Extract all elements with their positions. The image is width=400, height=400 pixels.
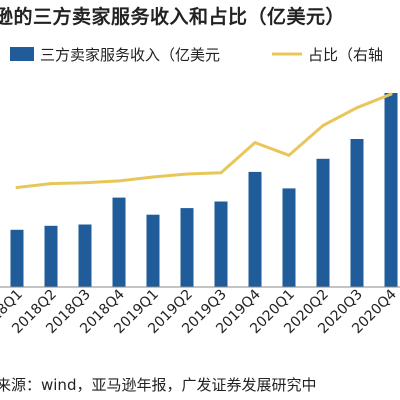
bar-2019Q1 bbox=[146, 214, 160, 287]
bar-2018Q3 bbox=[78, 224, 92, 287]
ratio-line-group bbox=[15, 92, 393, 189]
bars-group bbox=[10, 93, 398, 287]
ratio-point-2018Q4 bbox=[117, 179, 121, 183]
ratio-point-2019Q4 bbox=[253, 141, 257, 145]
ratio-line bbox=[16, 92, 392, 189]
legend-swatch-revenue bbox=[10, 47, 34, 61]
legend-label-ratio: 占比（右轴 bbox=[308, 46, 383, 64]
ratio-point-2018Q3 bbox=[83, 181, 87, 185]
bar-2020Q2 bbox=[316, 158, 330, 287]
bar-2020Q3 bbox=[350, 139, 364, 287]
ratio-point-2018Q1 bbox=[15, 186, 19, 189]
bar-2019Q3 bbox=[214, 201, 228, 287]
bar-2020Q4 bbox=[384, 93, 398, 287]
bar-2019Q4 bbox=[248, 171, 262, 287]
ratio-point-2020Q1 bbox=[287, 153, 291, 157]
bar-2018Q4 bbox=[112, 197, 126, 287]
legend: 三方卖家服务收入（亿美元 占比（右轴 bbox=[10, 46, 383, 64]
ratio-point-2020Q4 bbox=[389, 92, 393, 96]
bar-2020Q1 bbox=[282, 188, 296, 287]
bar-2018Q2 bbox=[44, 225, 58, 287]
ratio-point-2019Q3 bbox=[219, 171, 223, 175]
legend-label-revenue: 三方卖家服务收入（亿美元 bbox=[40, 46, 220, 64]
bar-2018Q1 bbox=[10, 229, 24, 287]
ratio-point-2019Q1 bbox=[151, 175, 155, 179]
bar-2019Q2 bbox=[180, 208, 194, 287]
source-note: 来源：wind，亚马逊年报，广发证券发展研究中 bbox=[0, 376, 317, 394]
ratio-point-2020Q2 bbox=[321, 124, 325, 127]
x-tick-labels: 2018Q12018Q22018Q32018Q42019Q12019Q22019… bbox=[0, 286, 400, 337]
ratio-point-2018Q2 bbox=[49, 182, 53, 186]
chart-title: 逊的三方卖家服务收入和占比（亿美元） bbox=[0, 6, 346, 28]
ratio-point-2019Q2 bbox=[185, 172, 189, 176]
ratio-point-2020Q3 bbox=[355, 106, 359, 110]
